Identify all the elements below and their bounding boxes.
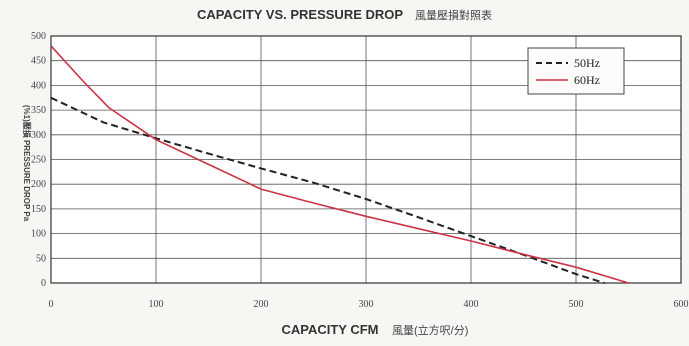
- x-axis-label-cjk: 風量(立方呎/分): [392, 323, 468, 337]
- y-tick-label: 300: [31, 130, 46, 141]
- y-tick-label: 400: [31, 80, 46, 91]
- x-tick-label: 400: [464, 299, 479, 310]
- y-tick-label: 200: [31, 179, 46, 190]
- series-line-50hz: [50, 96, 605, 284]
- x-tick-label: 0: [49, 299, 54, 310]
- x-axis-label: CAPACITY CFM: [281, 322, 378, 337]
- plot-border: [50, 35, 682, 284]
- series-line-60hz: [50, 45, 629, 284]
- x-tick-label: 200: [254, 299, 269, 310]
- legend-label-60hz: 60Hz: [574, 73, 600, 87]
- y-tick-label: 350: [31, 105, 46, 116]
- legend-box: [527, 47, 625, 95]
- y-tick-label: 150: [31, 204, 46, 215]
- x-tick-label: 500: [569, 299, 584, 310]
- y-tick-label: 250: [31, 155, 46, 166]
- y-tick-label: 450: [31, 56, 46, 67]
- chart-title-cjk: 風量壓損對照表: [415, 8, 492, 22]
- chart-title: CAPACITY VS. PRESSURE DROP: [197, 7, 403, 22]
- x-tick-label: 600: [674, 299, 689, 310]
- chart-series: [50, 45, 629, 284]
- legend-label-50hz: 50Hz: [574, 56, 600, 70]
- y-tick-label: 500: [31, 31, 46, 42]
- y-axis-label: (%1)壓損 PRESSURE DROP Pa: [22, 105, 32, 222]
- x-tick-label: 300: [359, 299, 374, 310]
- chart-legend: 50Hz 60Hz: [527, 47, 625, 95]
- y-tick-label: 50: [36, 253, 46, 264]
- y-tick-label: 100: [31, 229, 46, 240]
- y-tick-label: 0: [41, 278, 46, 289]
- x-tick-label: 100: [149, 299, 164, 310]
- chart-ticks: 0 50 100 150 200 250 300 350 400 450 500 0 100 200 300…: [31, 31, 689, 310]
